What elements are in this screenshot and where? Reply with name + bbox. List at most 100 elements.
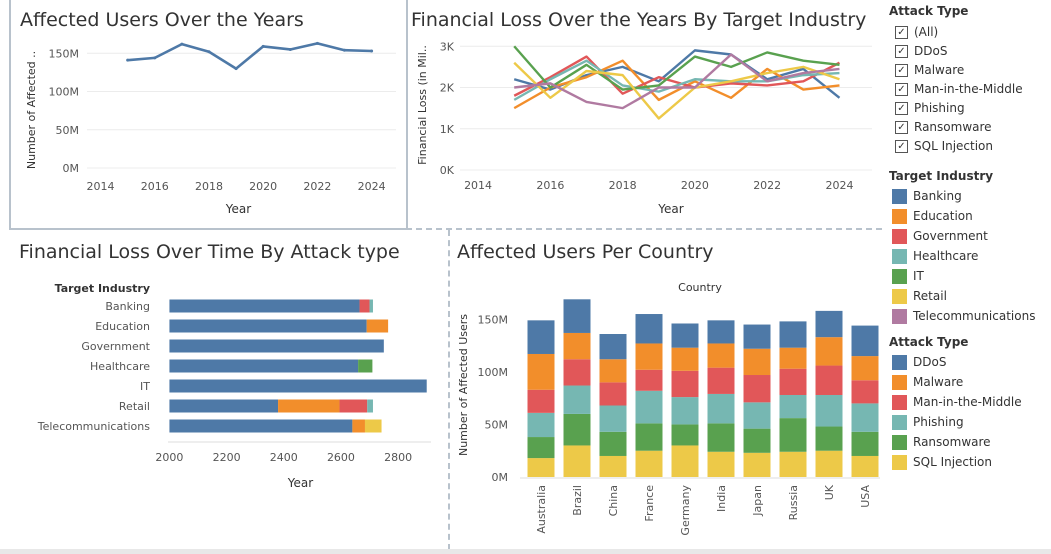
bar-segment-ransomware[interactable] [599,431,627,456]
series-line-telecommunications[interactable] [514,53,840,110]
checkbox-checked-icon[interactable]: ✓ [895,82,908,96]
series-line-retail[interactable] [513,61,840,120]
bar-segment-ransomware[interactable] [563,413,591,446]
data-point[interactable] [370,49,374,53]
checkbox-checked-icon[interactable]: ✓ [895,25,908,39]
checkbox-checked-icon[interactable]: ✓ [895,63,908,77]
users-years-chart[interactable]: 0M 50M 100M 150M 2014 2016 2018 2020 2022 2024 Yea… [11,0,406,228]
data-point[interactable] [261,44,265,48]
bar-segment-phishing[interactable] [563,385,591,414]
bar-segment-man-in-the-middle[interactable] [707,367,735,394]
data-point[interactable] [180,42,184,46]
bar-segment-man-in-the-middle[interactable] [635,369,663,391]
bar-segment-healthcare[interactable] [367,399,373,413]
bar-segment-banking[interactable] [169,359,359,373]
bar-segment-retail[interactable] [364,419,382,433]
bar-segment-education[interactable] [352,419,365,433]
bar-segment-ddos[interactable] [743,324,771,349]
attack-filter-option[interactable]: ✓ Malware [895,61,964,79]
bar-segment-sql-injection[interactable] [563,445,591,477]
bar-segment-malware[interactable] [815,337,843,366]
attack-type-legend-item[interactable]: Ransomware [892,433,991,451]
bar-segment-sql-injection[interactable] [707,451,735,477]
data-point[interactable] [315,41,319,45]
bar-segment-phishing[interactable] [743,402,771,429]
series-line-government[interactable] [513,55,841,97]
attack-filter-option[interactable]: ✓ SQL Injection [895,137,993,155]
data-point[interactable] [234,67,238,71]
data-point[interactable] [343,48,346,52]
bar-segment-phishing[interactable] [635,390,663,424]
bar-segment-malware[interactable] [671,347,699,371]
bar-segment-sql-injection[interactable] [599,455,627,477]
industry-legend-item[interactable]: Banking [892,187,962,205]
bar-segment-ddos[interactable] [671,323,699,348]
loss-attack-chart[interactable]: Target Industry Banking Education Governmen… [0,230,446,550]
bar-segment-malware[interactable] [527,353,555,390]
bar-segment-banking[interactable] [169,339,384,353]
data-point[interactable] [126,58,130,62]
bar-segment-malware[interactable] [851,356,879,381]
bar-segment-sql-injection[interactable] [635,450,663,477]
bar-segment-malware[interactable] [779,347,807,369]
bar-segment-ransomware[interactable] [743,428,771,453]
bar-segment-sql-injection[interactable] [671,445,699,477]
bar-segment-ddos[interactable] [599,334,627,360]
industry-legend-item[interactable]: Government [892,227,988,245]
bar-segment-sql-injection[interactable] [851,455,879,477]
series-line-affected-users[interactable] [127,42,372,70]
attack-type-legend-item[interactable]: DDoS [892,353,946,371]
bar-segment-malware[interactable] [743,348,771,376]
bar-segment-phishing[interactable] [851,403,879,432]
attack-filter-option[interactable]: ✓ Man-in-the-Middle [895,80,1023,98]
bar-segment-ddos[interactable] [815,310,843,338]
bar-segment-banking[interactable] [169,379,427,393]
bar-segment-ransomware[interactable] [707,423,735,452]
bar-segment-phishing[interactable] [815,394,843,427]
bar-segment-phishing[interactable] [779,394,807,419]
bar-segment-phishing[interactable] [599,405,627,432]
bar-segment-man-in-the-middle[interactable] [599,382,627,406]
attack-type-legend-item[interactable]: Man-in-the-Middle [892,393,1022,411]
checkbox-checked-icon[interactable]: ✓ [895,120,908,134]
attack-type-legend-item[interactable]: Phishing [892,413,964,431]
bar-segment-education[interactable] [278,399,340,413]
industry-legend-item[interactable]: IT [892,267,924,285]
industry-legend-item[interactable]: Telecommunications [892,307,1035,325]
bar-segment-government[interactable] [339,399,368,413]
industry-legend-item[interactable]: Education [892,207,973,225]
bar-segment-ddos[interactable] [779,321,807,348]
bar-segment-malware[interactable] [563,332,591,360]
bar-segment-ddos[interactable] [563,299,591,333]
attack-filter-option[interactable]: ✓ DDoS [895,42,947,60]
bar-segment-sql-injection[interactable] [815,450,843,477]
checkbox-checked-icon[interactable]: ✓ [895,44,908,58]
attack-filter-option[interactable]: ✓ (All) [895,23,938,41]
bar-segment-ddos[interactable] [851,325,879,357]
bar-segment-ransomware[interactable] [527,437,555,459]
bar-segment-banking[interactable] [169,399,279,413]
bar-segment-man-in-the-middle[interactable] [815,365,843,395]
bar-segment-man-in-the-middle[interactable] [671,370,699,398]
bar-segment-sql-injection[interactable] [527,458,555,477]
checkbox-checked-icon[interactable]: ✓ [895,139,908,153]
bar-segment-it[interactable] [358,359,373,373]
checkbox-checked-icon[interactable]: ✓ [895,101,908,115]
bar-segment-ransomware[interactable] [671,424,699,446]
bar-segment-phishing[interactable] [707,393,735,424]
loss-years-chart[interactable]: 0K 1K 2K 3K 2014 2016 2018 2020 2022 2024 Year Fina… [406,0,882,228]
bar-segment-ddos[interactable] [635,314,663,344]
bar-segment-ddos[interactable] [707,320,735,344]
bar-segment-phishing[interactable] [527,412,555,438]
industry-legend-item[interactable]: Retail [892,287,947,305]
bar-segment-ransomware[interactable] [815,426,843,451]
data-point[interactable] [288,47,292,51]
industry-legend-item[interactable]: Healthcare [892,247,978,265]
bar-segment-banking[interactable] [169,319,367,333]
series-line-it[interactable] [513,45,840,91]
bar-segment-man-in-the-middle[interactable] [851,380,879,404]
attack-type-legend-item[interactable]: Malware [892,373,963,391]
bar-segment-ddos[interactable] [527,320,555,354]
bar-segment-government[interactable] [359,299,370,313]
users-country-chart[interactable]: Country 0M 50M 100M 150M Number of Affected U… [450,230,884,550]
